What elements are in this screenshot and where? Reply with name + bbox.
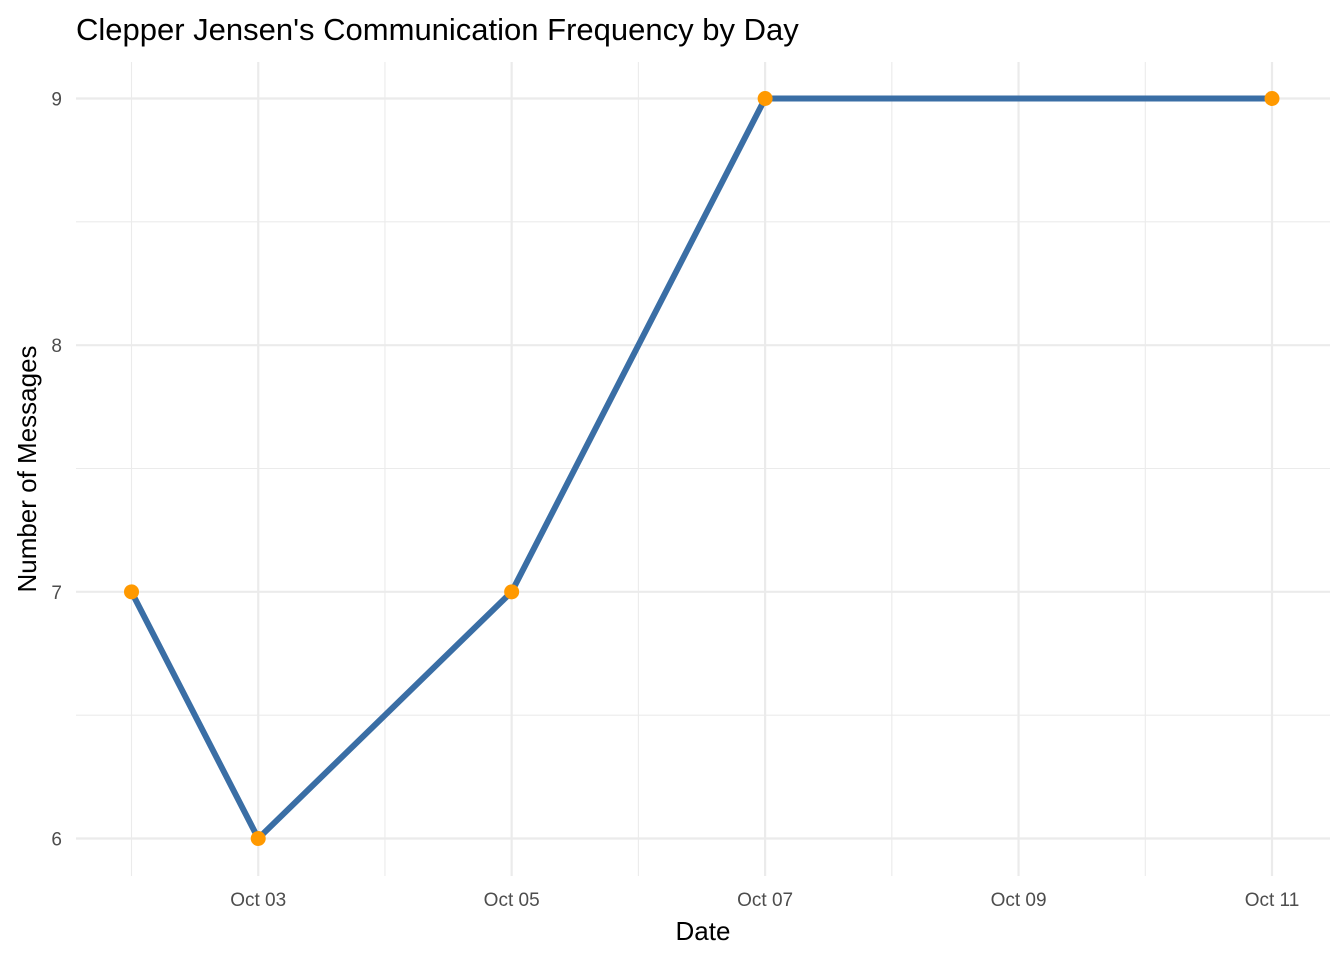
x-axis-title: Date [676,916,731,946]
data-point-2023-10-11 [1264,91,1280,106]
data-point-2023-10-02 [124,584,139,600]
y-tick-label: 9 [51,90,62,111]
x-tick-label: Oct 11 [1245,890,1300,911]
y-tick-label: 6 [51,830,62,851]
x-tick-label: Oct 03 [230,890,286,911]
y-tick-label: 7 [51,583,62,604]
data-point-2023-10-05 [504,584,520,600]
x-tick-label: Oct 07 [737,890,793,911]
x-tick-label: Oct 05 [484,890,540,911]
y-axis-title: Number of Messages [12,345,42,592]
x-tick-label: Oct 09 [991,890,1047,911]
data-points [124,91,1280,846]
y-tick-label: 8 [51,336,62,357]
x-axis-ticks: Oct 03 Oct 05 Oct 07 Oct 09 Oct 11 [230,890,1299,911]
data-point-2023-10-03 [250,831,266,846]
y-axis-ticks: 6 7 8 9 [51,90,62,851]
data-point-2023-10-07 [757,91,773,106]
chart-title: Clepper Jensen's Communication Frequency… [76,12,799,47]
grid-lines [76,62,1330,876]
